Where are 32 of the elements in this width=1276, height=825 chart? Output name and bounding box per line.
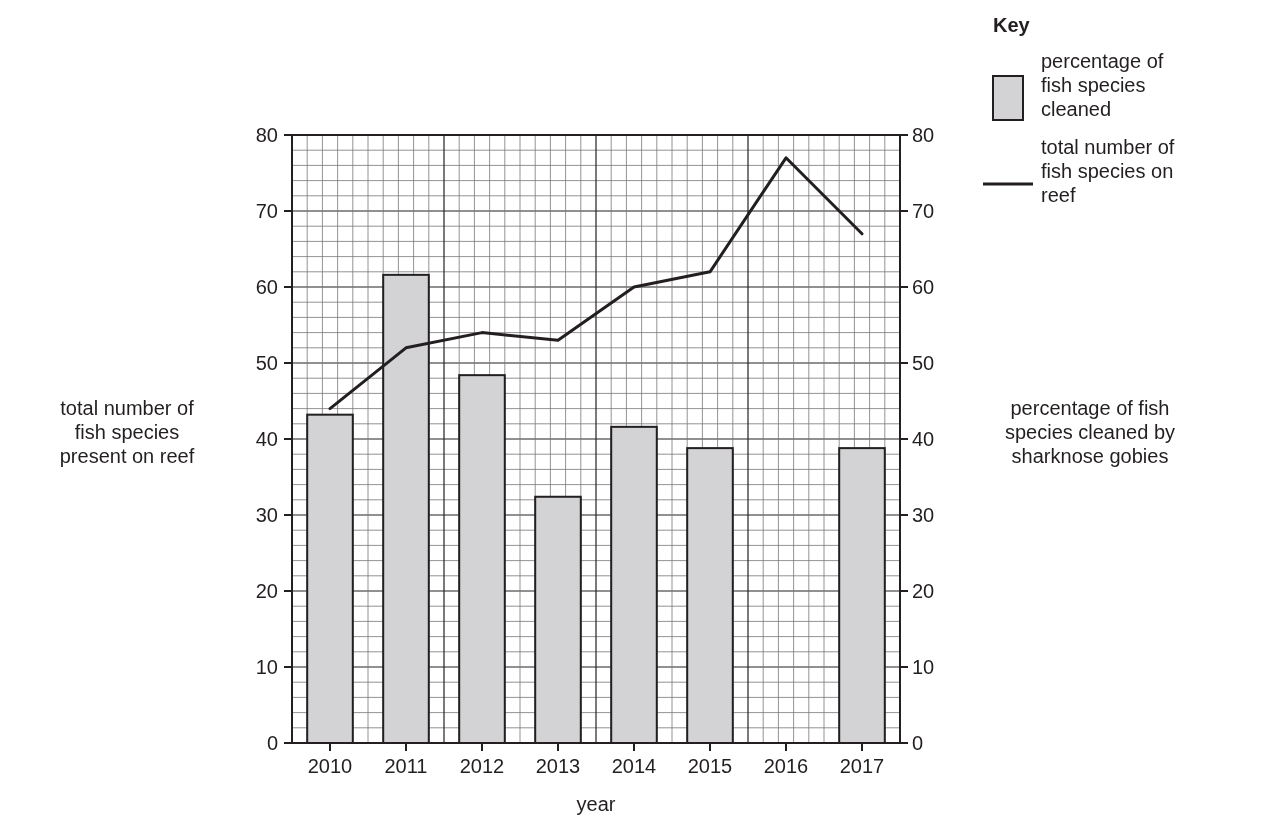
y2-tick-label: 80 <box>912 124 935 146</box>
y2-tick-label: 50 <box>912 352 935 374</box>
y-tick-label: 70 <box>255 200 278 222</box>
x-tick-label: 2011 <box>384 755 428 777</box>
x-tick-label: 2016 <box>763 755 809 777</box>
x-axis-title: year <box>576 793 616 815</box>
y-tick-label: 40 <box>255 428 278 450</box>
x-tick-label: 2014 <box>611 755 657 777</box>
x-tick-label: 2017 <box>839 755 885 777</box>
y-axis-title: total number of fish species present on reef <box>59 397 195 467</box>
y2-tick-label: 40 <box>912 428 935 450</box>
x-tick-label: 2012 <box>459 755 505 777</box>
y2-tick-label: 30 <box>912 504 935 526</box>
y-tick-label: 80 <box>255 124 278 146</box>
y2-axis-title: percentage of fish species cleaned by sharknose gobies <box>1004 397 1176 467</box>
y2-tick-label: 20 <box>912 580 935 602</box>
y2-tick-label: 0 <box>912 732 924 754</box>
legend-label: total number of fish species on reef <box>1041 136 1175 206</box>
y-tick-label: 30 <box>255 504 278 526</box>
y-tick-label: 10 <box>255 656 278 678</box>
y2-tick-label: 10 <box>912 656 935 678</box>
legend-title: Key <box>993 14 1031 36</box>
x-tick-label: 2010 <box>307 755 353 777</box>
y-tick-label: 50 <box>255 352 278 374</box>
y-tick-label: 60 <box>255 276 278 298</box>
y2-tick-label: 70 <box>912 200 935 222</box>
y-tick-label: 20 <box>255 580 278 602</box>
x-tick-label: 2015 <box>687 755 733 777</box>
x-tick-label: 2013 <box>535 755 581 777</box>
legend-label: percentage of fish species cleaned <box>1041 50 1164 120</box>
y-tick-label: 0 <box>266 732 278 754</box>
y2-tick-label: 60 <box>912 276 935 298</box>
